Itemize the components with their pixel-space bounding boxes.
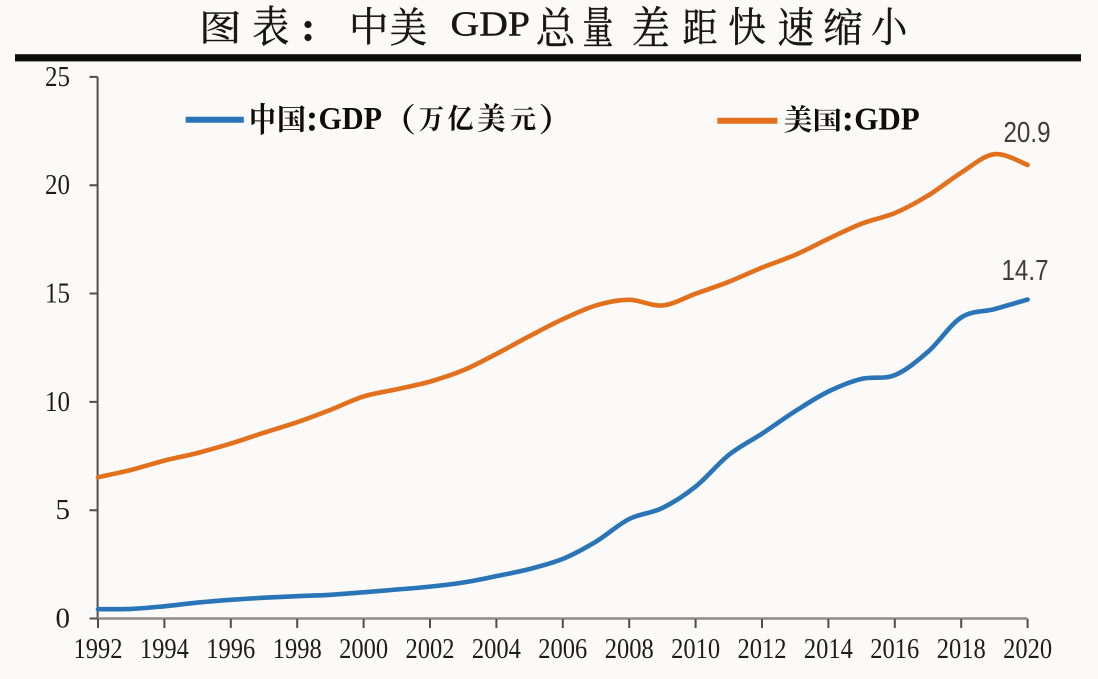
svg-text:2018: 2018 — [937, 633, 986, 665]
svg-text:20: 20 — [45, 169, 70, 201]
svg-text:2014: 2014 — [804, 633, 853, 665]
svg-text:20.9: 20.9 — [1004, 117, 1051, 149]
svg-text:1994: 1994 — [140, 633, 189, 665]
svg-text:GDP: GDP — [451, 5, 531, 44]
svg-text:2002: 2002 — [406, 633, 455, 665]
svg-text:1998: 1998 — [273, 633, 322, 665]
svg-text:1992: 1992 — [74, 633, 123, 665]
svg-text:2000: 2000 — [339, 633, 388, 665]
svg-text:2008: 2008 — [605, 633, 654, 665]
svg-text:1996: 1996 — [206, 633, 255, 665]
svg-text:GDP: GDP — [854, 101, 920, 137]
svg-text:15: 15 — [45, 278, 70, 310]
svg-text:2006: 2006 — [538, 633, 587, 665]
svg-text:2020: 2020 — [1003, 633, 1052, 665]
svg-text:2004: 2004 — [472, 633, 521, 665]
svg-text:25: 25 — [45, 61, 70, 93]
svg-text:2012: 2012 — [738, 633, 787, 665]
svg-text:2010: 2010 — [671, 633, 720, 665]
svg-text:2016: 2016 — [870, 633, 919, 665]
svg-text:5: 5 — [56, 494, 71, 526]
svg-text:GDP: GDP — [319, 100, 383, 136]
svg-text:14.7: 14.7 — [1002, 255, 1049, 287]
svg-text:10: 10 — [45, 386, 70, 418]
svg-text:0: 0 — [56, 603, 71, 635]
